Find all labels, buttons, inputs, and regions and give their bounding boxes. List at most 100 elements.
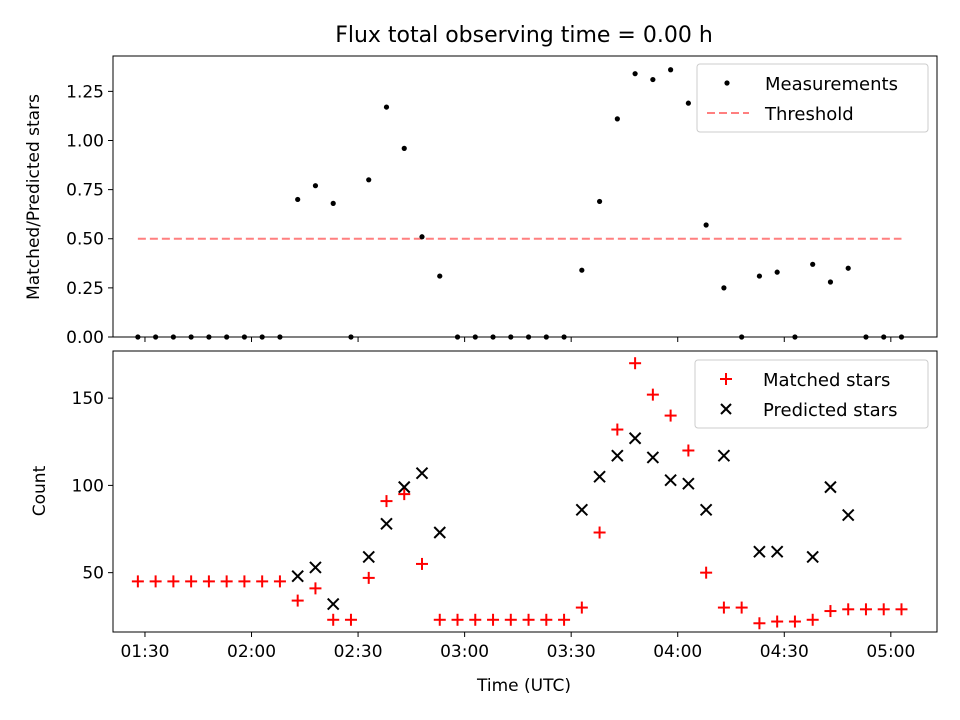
ratio-y-axis-label: Matched/Predicted stars	[24, 94, 44, 300]
measurement-point	[330, 200, 336, 206]
predicted-star-point	[593, 470, 606, 483]
predicted-star-point	[628, 432, 642, 445]
matched-star-point	[859, 603, 872, 616]
matched-star-point	[664, 409, 677, 422]
measurement-point	[668, 67, 674, 73]
measurement-point	[721, 285, 727, 291]
matched-star-point	[344, 613, 357, 626]
legend-predicted-label: Predicted stars	[763, 400, 897, 421]
predicted-star-point	[646, 451, 660, 464]
measurement-point	[170, 334, 176, 340]
matched-star-point	[273, 575, 286, 588]
ratio-marks	[135, 67, 905, 340]
legend-matched-label: Matched stars	[763, 370, 890, 391]
matched-star-point	[717, 601, 730, 614]
ratio-y-tick-label: 0.25	[66, 279, 104, 299]
legend-predicted-marker	[720, 403, 732, 415]
matched-star-point	[558, 613, 571, 626]
predicted-star-point	[326, 597, 340, 611]
matched-star-point	[238, 575, 251, 588]
matched-star-point	[611, 423, 624, 436]
matched-star-point	[646, 388, 659, 401]
predicted-star-point	[717, 449, 731, 462]
matched-star-point	[433, 613, 446, 626]
measurement-point	[135, 334, 141, 340]
measurement-point	[579, 267, 585, 273]
count-x-ticks: 01:30 02:00 02:30 03:00 03:30 04:00 04:30 05:00	[120, 632, 915, 662]
matched-star-point	[771, 615, 784, 628]
measurement-point	[810, 261, 816, 267]
count-x-axis-label: Time (UTC)	[476, 676, 571, 696]
matched-star-point	[327, 613, 340, 626]
ratio-panel-frame	[112, 55, 938, 338]
measurement-point	[703, 222, 709, 228]
measurement-point	[596, 198, 603, 205]
measurement-point	[454, 334, 461, 340]
ratio-legend: Measurements Threshold	[696, 63, 929, 133]
chart-title: Flux total observing time = 0.00 h	[335, 23, 713, 48]
matched-star-point	[522, 613, 535, 626]
measurement-point	[348, 334, 354, 340]
predicted-star-point	[309, 561, 322, 574]
matched-star-point	[682, 444, 695, 457]
count-y-ticks: 50 100 150	[72, 389, 113, 584]
count-legend: Matched stars Predicted stars	[694, 359, 929, 429]
matched-star-point	[451, 613, 464, 626]
predicted-star-point	[664, 473, 677, 487]
predicted-star-point	[699, 503, 713, 517]
predicted-star-point	[770, 545, 784, 558]
measurement-point	[650, 76, 656, 83]
ratio-panel: 0.00 0.25 0.50 0.75 1.00 1.25 Matched/Predict…	[24, 55, 938, 348]
matched-star-point	[877, 603, 890, 616]
measurement-point	[312, 183, 319, 189]
ratio-x-ticks	[144, 337, 892, 342]
count-y-axis-label: Count	[30, 465, 50, 516]
count-x-tick-label: 03:30	[547, 642, 596, 662]
matched-star-point	[788, 615, 801, 628]
measurement-point	[224, 334, 230, 340]
matched-star-point	[291, 594, 304, 607]
count-panel-frame	[112, 350, 938, 633]
matched-star-point	[629, 357, 642, 370]
count-marks	[131, 357, 908, 630]
predicted-star-point	[841, 508, 855, 522]
matched-star-point	[575, 601, 588, 614]
count-x-tick-label: 04:00	[653, 642, 702, 662]
predicted-star-point	[575, 503, 589, 517]
matched-star-point	[185, 575, 198, 588]
measurement-point	[472, 334, 478, 340]
measurement-point	[366, 177, 372, 183]
count-y-tick-label: 50	[82, 564, 104, 584]
measurement-point	[614, 116, 620, 122]
matched-star-point	[220, 575, 233, 588]
matched-star-point	[380, 495, 393, 508]
matched-star-point	[504, 613, 517, 626]
measurement-point	[845, 265, 851, 271]
matched-star-point	[824, 605, 837, 618]
predicted-star-point	[291, 569, 304, 583]
count-x-tick-label: 02:30	[334, 642, 383, 662]
matched-star-point	[806, 613, 819, 626]
matched-star-point	[700, 566, 713, 579]
matched-star-point	[202, 575, 215, 588]
measurement-point	[774, 269, 780, 275]
matched-star-point	[753, 617, 766, 630]
matched-star-point	[309, 582, 322, 595]
predicted-star-point	[433, 526, 446, 539]
legend-threshold-label: Threshold	[764, 104, 854, 125]
matched-star-point	[469, 613, 482, 626]
count-y-tick-label: 150	[72, 389, 104, 409]
measurement-point	[259, 334, 265, 340]
measurement-point	[881, 334, 887, 340]
matched-star-point	[149, 575, 162, 588]
measurement-point	[863, 334, 869, 340]
matched-star-point	[593, 526, 606, 539]
legend-matched-marker	[720, 373, 732, 385]
ratio-legend-box	[696, 63, 929, 133]
measurement-point	[206, 334, 212, 340]
ratio-y-tick-label: 1.00	[66, 131, 104, 151]
count-x-tick-label: 01:30	[120, 642, 169, 662]
measurement-point	[241, 334, 248, 340]
matched-star-point	[167, 575, 180, 588]
